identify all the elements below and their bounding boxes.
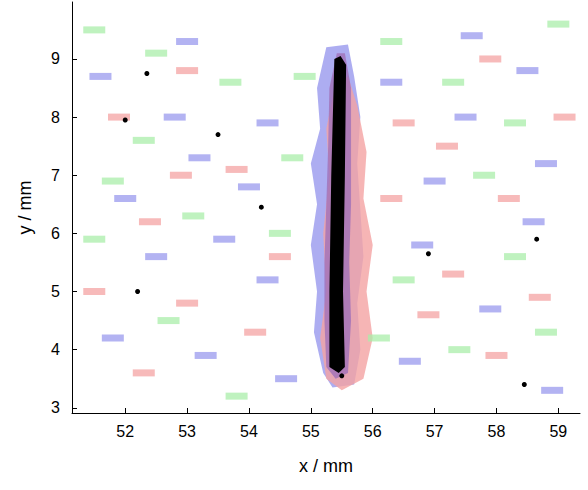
- svg-text:59: 59: [549, 423, 567, 440]
- svg-text:56: 56: [364, 423, 382, 440]
- svg-text:58: 58: [488, 423, 506, 440]
- svg-text:8: 8: [51, 109, 60, 126]
- svg-text:54: 54: [240, 423, 258, 440]
- svg-text:7: 7: [51, 167, 60, 184]
- svg-text:4: 4: [51, 341, 60, 358]
- svg-text:53: 53: [178, 423, 196, 440]
- svg-text:5: 5: [51, 283, 60, 300]
- svg-text:y / mm: y / mm: [15, 181, 35, 235]
- svg-text:57: 57: [426, 423, 444, 440]
- svg-text:6: 6: [51, 225, 60, 242]
- svg-text:3: 3: [51, 399, 60, 416]
- svg-text:52: 52: [116, 423, 134, 440]
- svg-text:55: 55: [302, 423, 320, 440]
- svg-text:9: 9: [51, 50, 60, 67]
- svg-text:x / mm: x / mm: [299, 456, 353, 476]
